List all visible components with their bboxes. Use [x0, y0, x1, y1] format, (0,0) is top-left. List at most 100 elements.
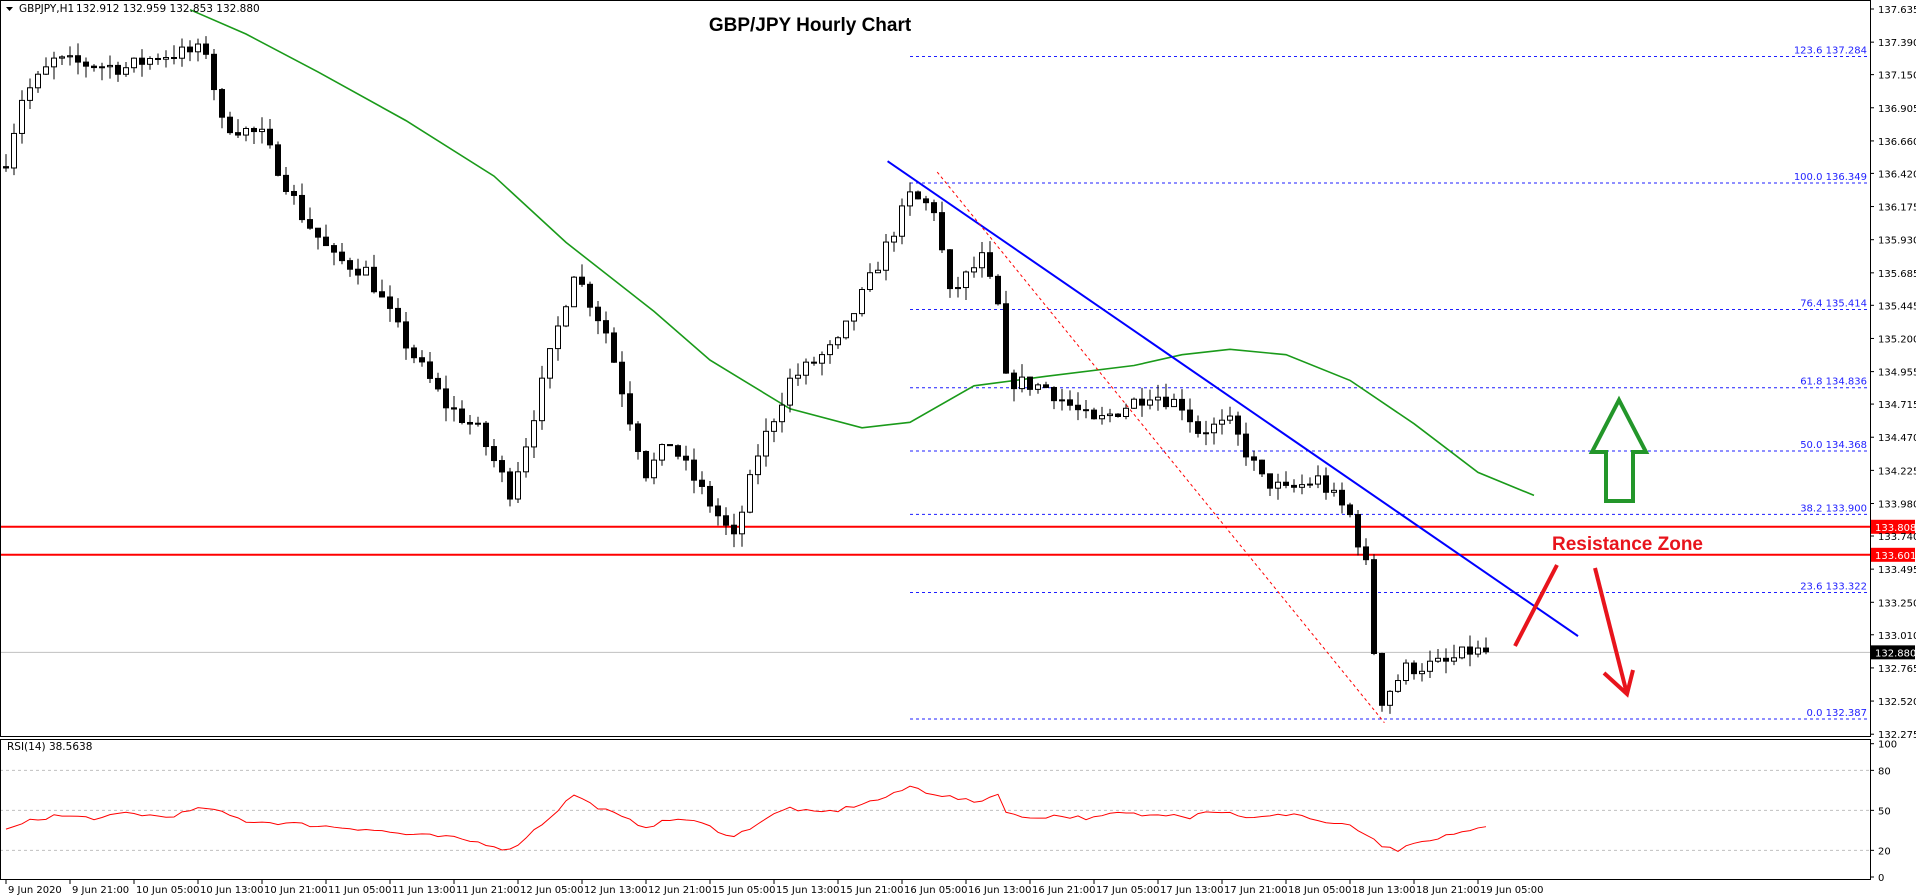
bull-candle — [899, 205, 905, 237]
bear-candle — [283, 174, 289, 192]
bear-candle — [939, 212, 945, 251]
bull-candle — [147, 57, 153, 65]
bear-candle — [691, 459, 697, 481]
time-tick-label: 15 Jun 13:00 — [776, 885, 840, 896]
bull-candle — [1331, 489, 1337, 493]
rsi-label: RSI(14) 38.5638 — [7, 741, 92, 753]
bear-candle — [155, 57, 161, 60]
price-tick-label: 137.635 — [1878, 5, 1916, 16]
price-tick-label: 136.420 — [1878, 169, 1916, 180]
fib-level-label: 123.6 137.284 — [1794, 45, 1867, 56]
bear-candle — [451, 407, 457, 410]
resistance-price-label: 133.808 — [1875, 523, 1916, 534]
bear-candle — [715, 505, 721, 517]
bear-candle — [1411, 662, 1417, 675]
fib-level-label: 50.0 134.368 — [1800, 440, 1867, 451]
price-tick-label: 132.520 — [1878, 697, 1916, 708]
time-tick-label: 11 Jun 13:00 — [392, 885, 456, 896]
price-tick-label: 132.765 — [1878, 664, 1916, 675]
bull-candle — [739, 511, 745, 535]
bear-candle — [667, 444, 673, 447]
bear-candle — [587, 283, 593, 308]
bull-candle — [1387, 690, 1393, 706]
bear-candle — [1483, 647, 1489, 653]
bear-candle — [427, 361, 433, 379]
green-up-arrow-icon — [1588, 395, 1650, 503]
bull-candle — [131, 57, 137, 69]
rsi-panel: 100 80 50 20 0 — [0, 740, 1897, 884]
bear-candle — [1291, 484, 1297, 488]
bear-candle — [219, 89, 225, 118]
bull-candle — [1427, 660, 1433, 672]
rsi-tick-label: 50 — [1878, 806, 1891, 817]
bear-candle — [75, 55, 81, 63]
bear-candle — [603, 320, 609, 334]
fib-price: 133.900 — [1826, 503, 1867, 514]
bull-candle — [1171, 398, 1177, 408]
bear-candle — [699, 479, 705, 487]
fib-ratio: 23.6 — [1800, 582, 1822, 593]
bear-candle — [1067, 399, 1073, 406]
bull-candle — [963, 271, 969, 289]
bull-candle — [1459, 646, 1465, 659]
bear-candle — [723, 515, 729, 526]
bear-candle — [467, 421, 473, 425]
bull-candle — [851, 313, 857, 322]
bull-candle — [539, 377, 545, 422]
bear-candle — [499, 460, 505, 473]
bear-candle — [211, 53, 217, 91]
rsi-tick-label: 100 — [1878, 740, 1897, 751]
bull-candle — [1315, 475, 1321, 485]
collapse-triangle-icon[interactable] — [6, 7, 13, 11]
current-price-badge — [1871, 645, 1915, 660]
bear-candle — [1179, 398, 1185, 411]
rsi-line — [5, 785, 1487, 852]
price-tick-label: 135.200 — [1878, 334, 1916, 345]
time-tick-label: 18 Jun 05:00 — [1288, 885, 1352, 896]
bear-candle — [3, 166, 9, 169]
time-tick-label: 15 Jun 05:00 — [712, 885, 776, 896]
resistance-price-label: 133.601 — [1875, 551, 1916, 562]
bear-candle — [347, 260, 353, 270]
chart-title: GBP/JPY Hourly Chart — [709, 15, 912, 36]
bull-candle — [1435, 657, 1441, 662]
bull-candle — [1403, 662, 1409, 682]
bear-candle — [931, 202, 937, 214]
price-tick-label: 136.175 — [1878, 203, 1916, 214]
red-down-arrow-icon — [1593, 567, 1635, 698]
bear-candle — [291, 190, 297, 196]
fib-ratio: 61.8 — [1800, 377, 1822, 388]
bear-candle — [915, 191, 921, 200]
fib-level-label: 61.8 134.836 — [1800, 377, 1867, 388]
bear-candle — [83, 61, 89, 67]
bear-candle — [235, 132, 241, 136]
price-tick-label: 137.390 — [1878, 38, 1916, 49]
rsi-tick-label: 80 — [1878, 766, 1891, 777]
bull-candle — [771, 421, 777, 432]
bear-candle — [139, 57, 145, 65]
bull-candle — [1059, 399, 1065, 402]
bear-candle — [1043, 384, 1049, 388]
bull-candle — [803, 361, 809, 376]
fib-level-label: 38.2 133.900 — [1800, 503, 1867, 514]
bear-candle — [1011, 372, 1017, 390]
bear-candle — [331, 245, 337, 253]
bearish-trendline — [887, 160, 1579, 637]
bull-candle — [1299, 484, 1305, 488]
bull-candle — [955, 287, 961, 290]
bull-candle — [875, 269, 881, 274]
bull-candle — [867, 272, 873, 291]
time-tick-label: 16 Jun 05:00 — [904, 885, 968, 896]
price-tick-label: 134.715 — [1878, 400, 1916, 411]
rsi-tick-label: 0 — [1878, 873, 1884, 884]
bear-candle — [1283, 481, 1289, 486]
time-tick-label: 10 Jun 05:00 — [136, 885, 200, 896]
time-tick-label: 12 Jun 21:00 — [648, 885, 712, 896]
fib-swing-line — [936, 171, 1385, 724]
price-tick-label: 133.010 — [1878, 631, 1916, 642]
bull-candle — [827, 344, 833, 356]
bear-candle — [1187, 409, 1193, 423]
bear-candle — [315, 227, 321, 238]
bull-candle — [547, 348, 553, 379]
bear-candle — [1467, 646, 1473, 655]
